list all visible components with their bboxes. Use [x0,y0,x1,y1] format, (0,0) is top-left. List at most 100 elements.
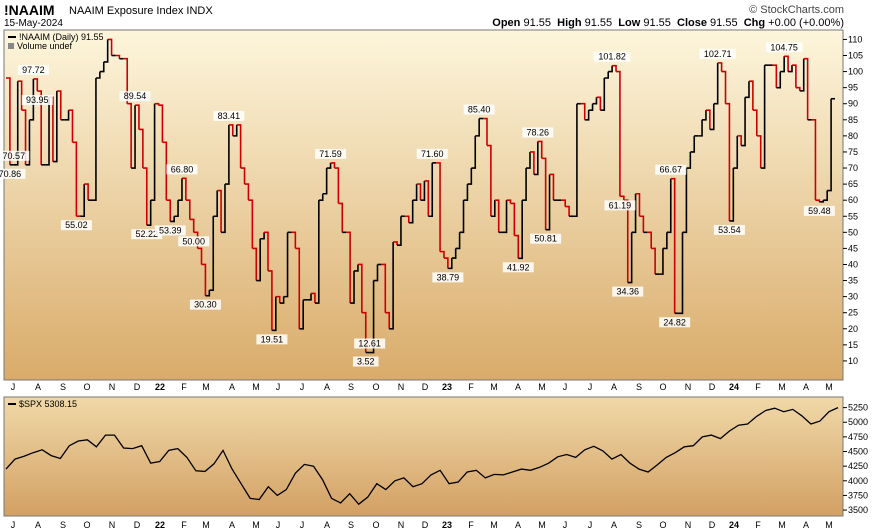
naaim-segment [725,102,731,221]
naaim-y-tick-label: 100 [848,67,863,77]
naaim-segment [385,311,391,329]
naaim-segment [178,178,183,201]
spx-y-tick-label: 4000 [848,476,868,486]
naaim-value-label-bg [0,168,26,179]
exchange: INDX [186,5,213,17]
naaim-y-tick-label: 35 [848,276,858,286]
spx-x-tick-label: N [685,520,692,530]
naaim-segment [823,190,828,201]
naaim-segment [698,119,703,137]
naaim-y-tick-label: 60 [848,195,858,205]
naaim-value-label: 89.54 [124,91,147,101]
naaim-segment [760,65,766,169]
naaim-segment [248,199,254,249]
spx-x-tick-label: J [11,520,16,530]
spx-line [5,407,839,506]
naaim-segment [115,54,121,59]
naaim-value-label-bg [256,334,288,345]
naaim-segment [150,103,156,201]
naaim-segment [25,119,31,166]
naaim-segment [795,86,801,91]
naaim-x-tick-label: S [60,382,66,392]
spx-x-tick-label: A [611,520,617,530]
naaim-segment [252,247,258,281]
naaim-segment [752,109,758,136]
naaim-x-tick-label: O [659,382,666,392]
naaim-segment [408,200,414,224]
naaim-x-tick-label: D [134,382,141,392]
naaim-value-label: 97.72 [22,65,45,75]
naaim-value-label-bg [659,317,691,328]
naaim-y-tick-label: 105 [848,51,863,61]
spx-x-tick-label: M [778,520,786,530]
naaim-segment [702,110,707,121]
naaim-value-label-bg [604,200,636,211]
naaim-x-tick-label: A [229,382,235,392]
naaim-y-tick-label: 90 [848,99,858,109]
naaim-segment [659,248,664,275]
watermark: © StockCharts.com [749,4,844,16]
spx-y-tick-label: 4750 [848,432,868,442]
spx-x-tick-label: M [252,520,260,530]
naaim-value-label-bg [166,164,198,175]
naaim-value-label: 53.39 [159,225,182,235]
naaim-segment [510,202,516,236]
naaim-value-label: 59.48 [808,206,831,216]
naaim-segment [670,177,676,314]
naaim-x-tick-label: F [468,382,474,392]
naaim-x-tick-label: J [11,382,16,392]
spx-x-tick-label: A [324,520,330,530]
naaim-segment [404,215,410,223]
spx-y-tick-label: 5250 [848,403,868,413]
naaim-segment [467,168,473,185]
naaim-x-tick-label: J [588,382,593,392]
naaim-segment [827,98,832,192]
spx-y-tick-label: 4250 [848,461,868,471]
volume-legend-icon [8,43,14,49]
naaim-segment [279,296,285,304]
naaim-x-tick-label: M [252,382,260,392]
naaim-segment [127,102,132,169]
naaim-y-tick-label: 20 [848,324,858,334]
naaim-segment [64,110,70,121]
naaim-value-label: 101.82 [598,52,626,62]
naaim-x-tick-label: 24 [729,382,739,392]
naaim-segment [506,199,512,204]
naaim-segment [565,205,570,217]
naaim-value-label-bg [699,48,736,59]
symbol-title: !NAAIM [4,2,55,18]
naaim-segment [514,234,520,259]
naaim-segment [436,162,441,252]
naaim-segment [397,216,402,246]
naaim-segment [791,64,797,88]
naaim-x-tick-label: J [563,382,568,392]
naaim-segment [678,232,684,315]
naaim-segment [729,168,735,222]
spx-y-tick-label: 3750 [848,490,868,500]
naaim-segment [713,62,719,105]
naaim-segment [428,162,434,218]
naaim-segment [745,81,750,99]
naaim-segment [314,200,320,304]
spx-x-tick-label: A [803,520,809,530]
naaim-segment [647,231,653,249]
spx-x-tick-label: 23 [442,520,452,530]
naaim-value-label: 66.80 [171,164,194,174]
naaim-value-label-bg [522,127,554,138]
naaim-segment [330,162,336,169]
naaim-value-label-bg [119,91,151,102]
spx-x-tick-label: D [422,520,429,530]
naaim-value-label: 71.59 [319,149,342,159]
naaim-x-tick-label: A [611,382,617,392]
naaim-segment [475,118,480,137]
naaim-segment [217,189,222,233]
naaim-value-label: 52.22 [136,229,159,239]
naaim-value-label: 61.19 [609,200,632,210]
naaim-segment [52,91,58,163]
naaim-segment [463,184,469,201]
naaim-value-label-bg [17,64,49,75]
naaim-segment [369,280,375,354]
naaim-value-label-bg [416,148,448,159]
naaim-x-tick-label: A [803,382,809,392]
